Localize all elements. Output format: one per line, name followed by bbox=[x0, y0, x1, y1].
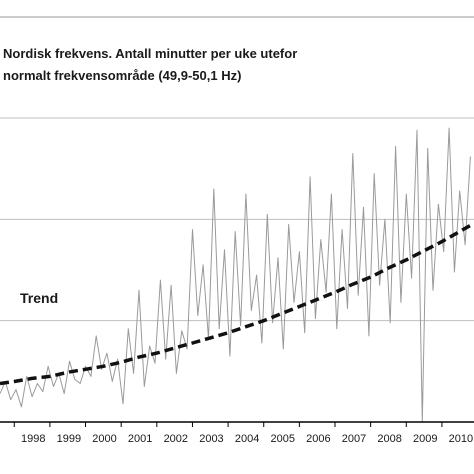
series-layer bbox=[0, 127, 474, 423]
trend-line bbox=[0, 221, 474, 386]
x-tick-label-2002: 2002 bbox=[164, 433, 188, 445]
x-tick-label-2004: 2004 bbox=[235, 433, 259, 445]
chart-title-line-2: normalt frekvensområde (49,9-50,1 Hz) bbox=[3, 68, 241, 83]
x-tick-label-1999: 1999 bbox=[57, 433, 81, 445]
x-tick-label-2009: 2009 bbox=[413, 433, 437, 445]
x-tick-label-2001: 2001 bbox=[128, 433, 152, 445]
x-tick-label-2006: 2006 bbox=[306, 433, 330, 445]
x-tick-label-2007: 2007 bbox=[342, 433, 366, 445]
chart-title-line-1: Nordisk frekvens. Antall minutter per uk… bbox=[3, 46, 297, 61]
x-tick-label-2003: 2003 bbox=[199, 433, 223, 445]
grid-lines bbox=[0, 117, 474, 322]
x-tick-label-2010: 2010 bbox=[449, 433, 473, 445]
weekly-minutes-line bbox=[0, 127, 471, 423]
trend-annotation: Trend bbox=[20, 290, 58, 306]
x-tick-label-1998: 1998 bbox=[21, 433, 45, 445]
x-tick-label-2005: 2005 bbox=[270, 433, 294, 445]
x-tick-label-2000: 2000 bbox=[92, 433, 116, 445]
x-axis: 1998 1999 2000 2001 2002 2003 2004 2005 2006 2007… bbox=[0, 421, 474, 445]
x-tick-label-2008: 2008 bbox=[377, 433, 401, 445]
